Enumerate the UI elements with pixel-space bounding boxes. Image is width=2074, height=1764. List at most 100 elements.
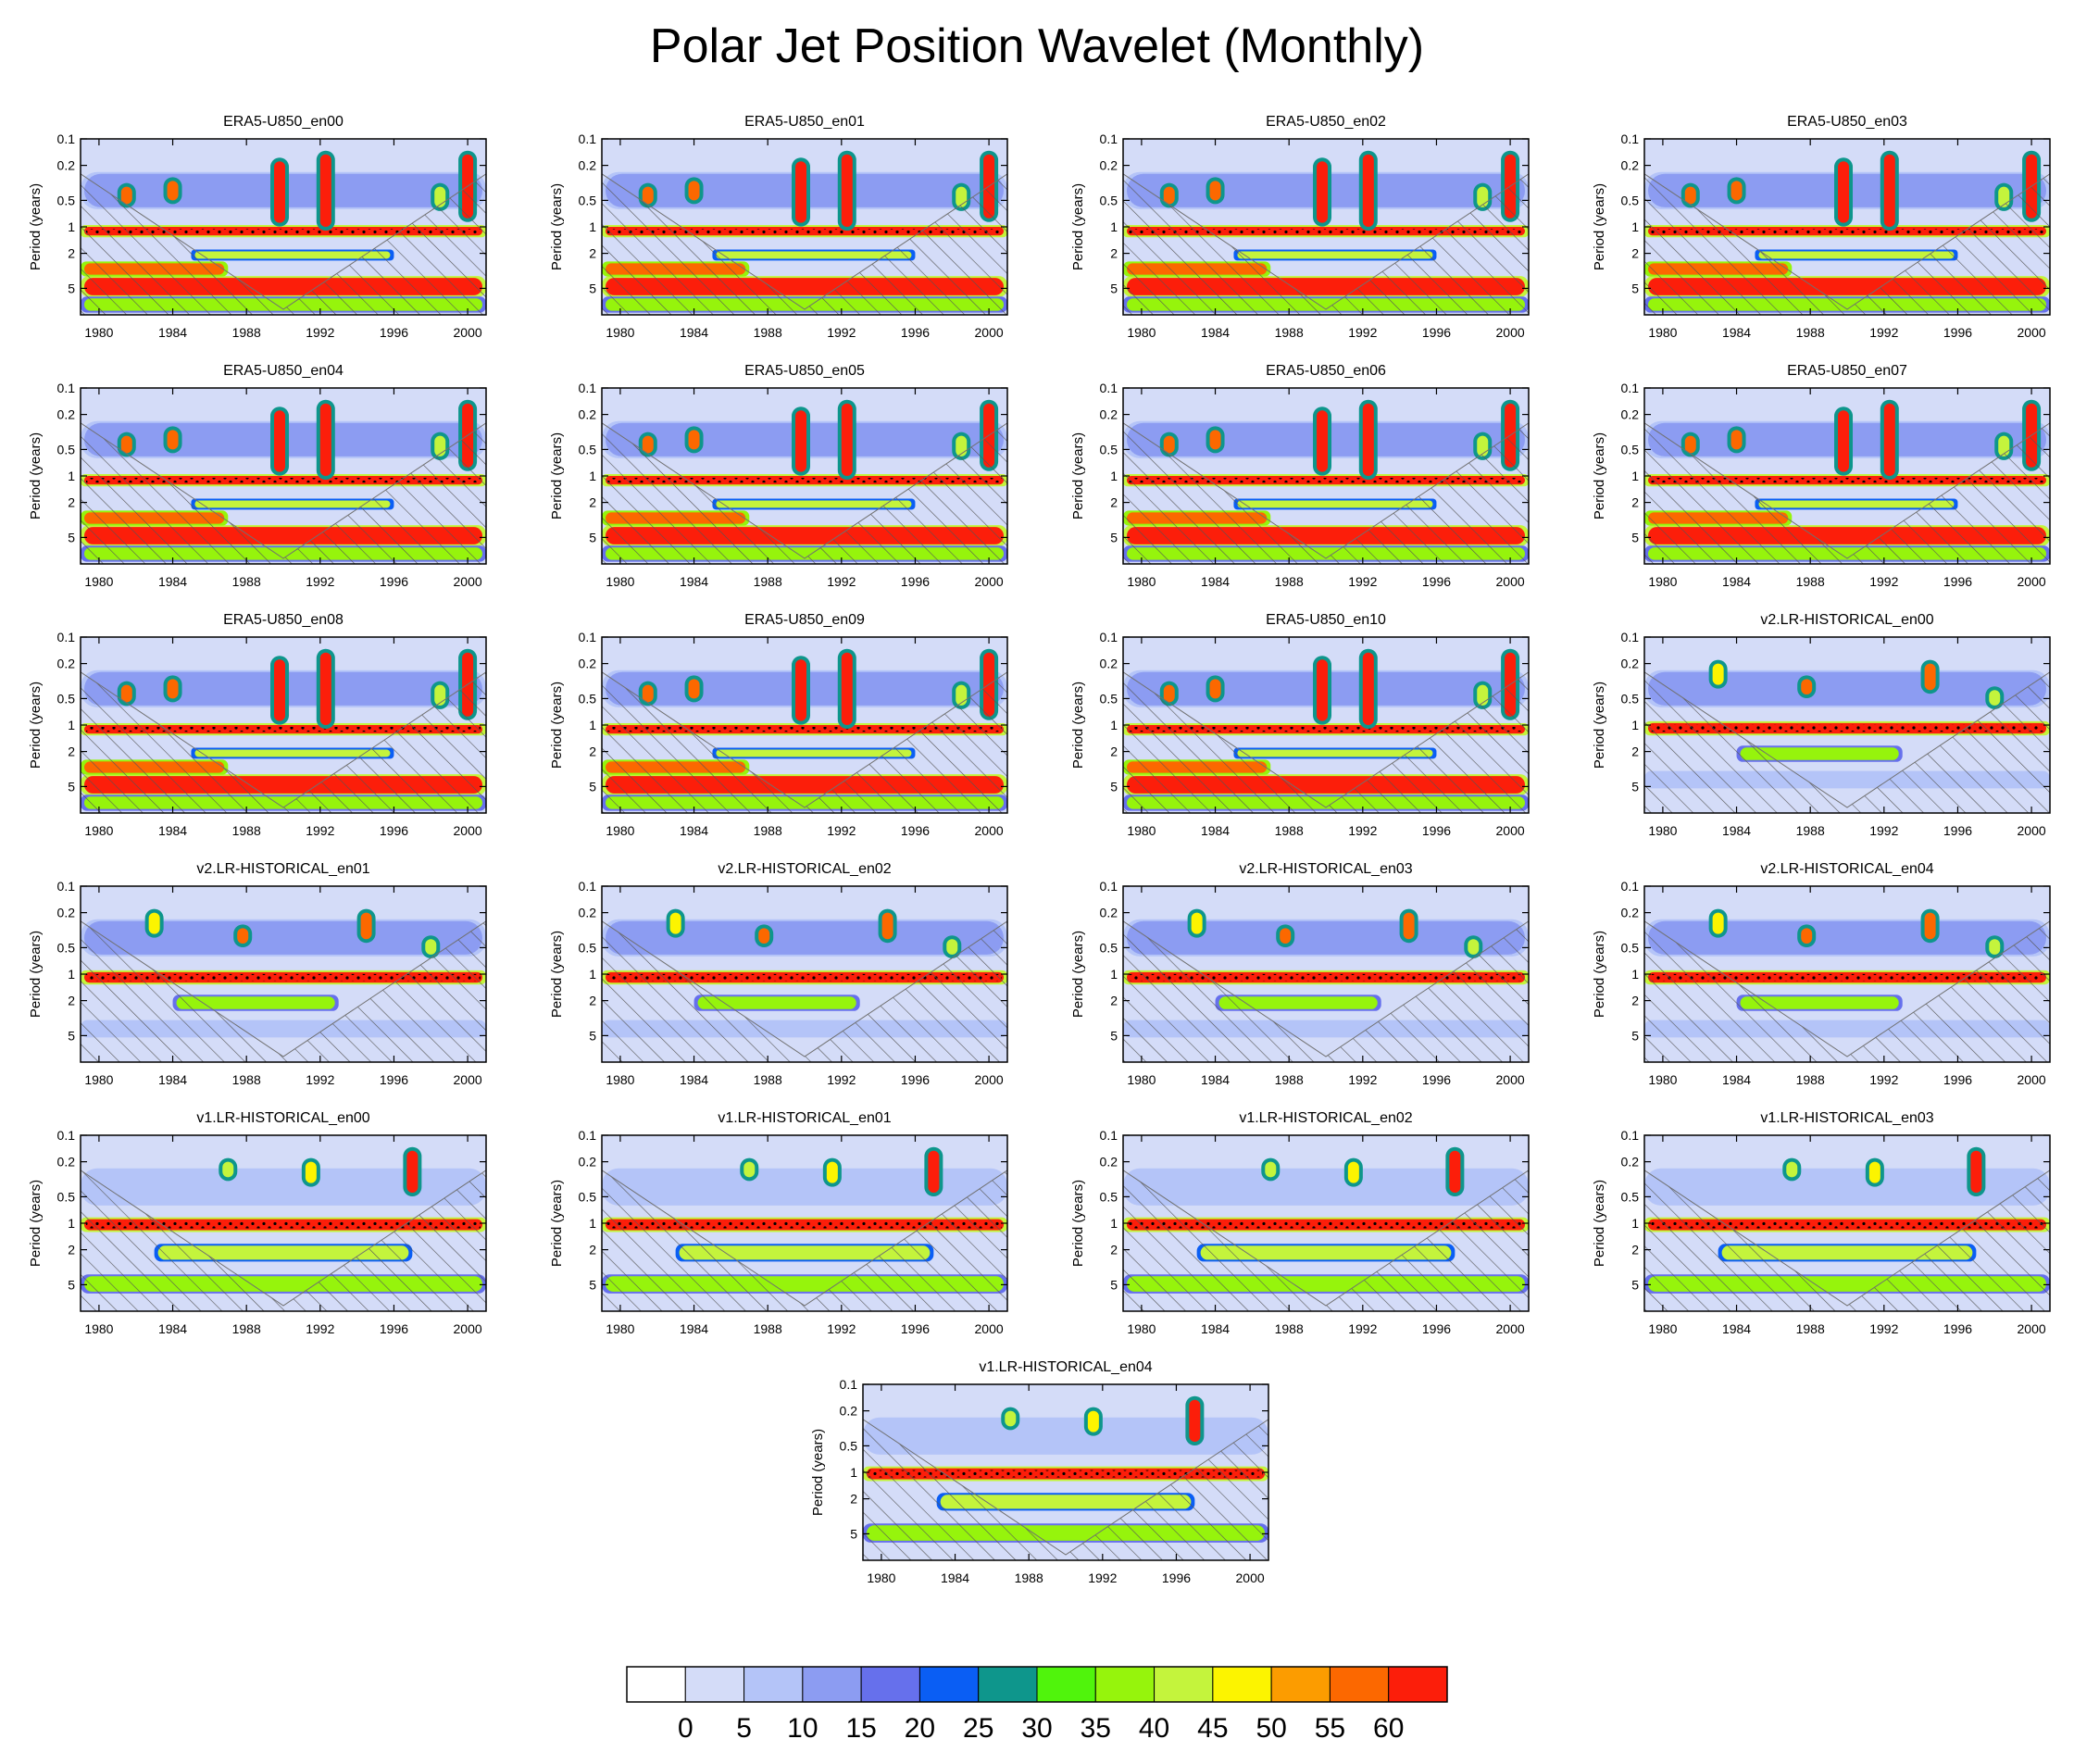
x-tick-label: 1988 xyxy=(232,325,261,340)
y-tick-label: 5 xyxy=(589,530,596,544)
power-band xyxy=(1237,749,1433,757)
power-peak xyxy=(669,912,681,934)
y-tick-label: 2 xyxy=(68,495,75,510)
cone-of-influence xyxy=(1644,920,2050,1062)
y-tick-label: 0.2 xyxy=(1621,1155,1640,1170)
colorbar-swatch xyxy=(1270,1666,1331,1703)
y-tick-label: 1 xyxy=(589,967,596,982)
colorbar-tick-label: 25 xyxy=(963,1713,993,1744)
colorbar-tick-label: 5 xyxy=(736,1713,752,1744)
x-tick-label: 1988 xyxy=(1796,1321,1825,1336)
y-tick-label: 0.5 xyxy=(840,1438,858,1453)
cone-of-influence xyxy=(81,920,486,1062)
heatmap-body xyxy=(1644,139,2050,315)
power-band xyxy=(606,1170,1004,1204)
y-tick-label: 0.2 xyxy=(57,158,76,173)
y-tick-label: 2 xyxy=(589,994,596,1008)
y-axis-label: Period (years) xyxy=(549,183,565,270)
x-tick-label: 1984 xyxy=(1722,574,1751,589)
x-tick-label: 1992 xyxy=(1348,574,1377,589)
x-tick-label: 2000 xyxy=(1496,823,1525,838)
x-tick-label: 1992 xyxy=(827,1321,856,1336)
power-band xyxy=(716,749,912,757)
x-tick-label: 1984 xyxy=(941,1570,969,1585)
y-axis-label: Period (years) xyxy=(549,931,565,1018)
wavelet-panel: v1.LR-HISTORICAL_en02 0.1 0.2 0.5 1 2 5 1980 198… xyxy=(1070,1110,1530,1336)
y-tick-label: 0.2 xyxy=(1621,158,1640,173)
power-peak xyxy=(1280,928,1292,945)
wavelet-panel: ERA5-U850_en08 0.1 0.2 0.5 1 2 5 1980 1984 1988 19… xyxy=(28,612,487,838)
y-tick-label: 0.2 xyxy=(1621,407,1640,422)
y-tick-label: 0.5 xyxy=(1621,193,1640,207)
cone-of-influence xyxy=(1123,173,1529,315)
colorbar-swatch xyxy=(1329,1666,1390,1703)
power-peak xyxy=(319,652,331,725)
significance-stipple xyxy=(86,1220,481,1229)
x-tick-label: 1988 xyxy=(754,325,782,340)
y-tick-label: 1 xyxy=(1110,219,1118,234)
x-tick-label: 1992 xyxy=(306,823,334,838)
cone-of-influence xyxy=(602,671,1007,813)
significance-stipple xyxy=(1129,478,1523,483)
power-peak xyxy=(956,435,968,457)
x-tick-label: 1992 xyxy=(1348,1072,1377,1087)
y-tick-label: 1 xyxy=(68,1216,75,1231)
power-peak xyxy=(1924,912,1936,940)
y-axis-label: Period (years) xyxy=(28,931,44,1018)
y-tick-label: 0.1 xyxy=(1621,381,1640,395)
y-tick-label: 2 xyxy=(68,744,75,759)
y-axis-label: Period (years) xyxy=(1070,931,1086,1018)
power-band xyxy=(716,251,912,259)
power-peak xyxy=(688,679,700,699)
wavelet-panel: v1.LR-HISTORICAL_en04 0.1 0.2 0.5 1 2 5 1980 198… xyxy=(810,1359,1269,1585)
power-peak xyxy=(1317,161,1329,223)
power-band xyxy=(679,1245,931,1260)
x-tick-label: 1980 xyxy=(1648,823,1677,838)
x-tick-label: 1988 xyxy=(1275,325,1304,340)
x-tick-label: 1980 xyxy=(1648,1321,1677,1336)
x-tick-label: 1988 xyxy=(232,574,261,589)
wavelet-panel: ERA5-U850_en07 0.1 0.2 0.5 1 2 5 1980 1984 1988 19… xyxy=(1592,363,2051,589)
significance-stipple xyxy=(86,727,481,732)
y-axis-label: Period (years) xyxy=(1592,183,1607,270)
x-tick-label: 1988 xyxy=(1275,1072,1304,1087)
significance-stipple xyxy=(607,229,1002,234)
power-band xyxy=(176,996,335,1009)
power-peak xyxy=(795,659,807,721)
power-peak xyxy=(434,435,446,457)
power-peak xyxy=(688,430,700,450)
power-peak xyxy=(406,1150,419,1194)
power-band xyxy=(1127,1170,1525,1204)
x-tick-label: 1992 xyxy=(827,1072,856,1087)
power-band xyxy=(194,251,391,259)
x-tick-label: 2000 xyxy=(1236,1570,1265,1585)
wavelet-panel: v2.LR-HISTORICAL_en00 0.1 0.2 0.5 1 2 5 1980 198… xyxy=(1592,612,2051,838)
x-tick-label: 2000 xyxy=(2018,1321,2046,1336)
colorbar-swatch xyxy=(1036,1666,1096,1703)
colorbar-swatch xyxy=(1154,1666,1214,1703)
y-tick-label: 1 xyxy=(589,718,596,732)
y-axis-label: Period (years) xyxy=(28,682,44,769)
y-tick-label: 0.5 xyxy=(1100,940,1118,955)
y-tick-label: 2 xyxy=(1110,495,1118,510)
power-peak xyxy=(1265,1161,1277,1178)
x-tick-label: 1984 xyxy=(680,1072,708,1087)
power-peak xyxy=(1684,186,1696,205)
cone-of-influence xyxy=(81,1170,486,1311)
cone-of-influence xyxy=(602,422,1007,564)
y-tick-label: 0.1 xyxy=(1621,879,1640,894)
y-tick-label: 0.1 xyxy=(1100,630,1118,644)
x-tick-label: 1996 xyxy=(1422,823,1451,838)
power-peak xyxy=(1989,690,2001,706)
x-tick-label: 1992 xyxy=(827,823,856,838)
power-band xyxy=(1237,251,1433,259)
x-tick-label: 1980 xyxy=(1127,574,1156,589)
cone-of-influence xyxy=(602,1170,1007,1311)
power-peak xyxy=(826,1161,838,1183)
y-tick-label: 0.5 xyxy=(1100,1189,1118,1204)
power-band xyxy=(606,920,1004,955)
x-tick-label: 1980 xyxy=(1127,1072,1156,1087)
x-tick-label: 1984 xyxy=(1722,823,1751,838)
wavelet-panel: v1.LR-HISTORICAL_en00 0.1 0.2 0.5 1 2 5 1980 198… xyxy=(28,1110,487,1336)
